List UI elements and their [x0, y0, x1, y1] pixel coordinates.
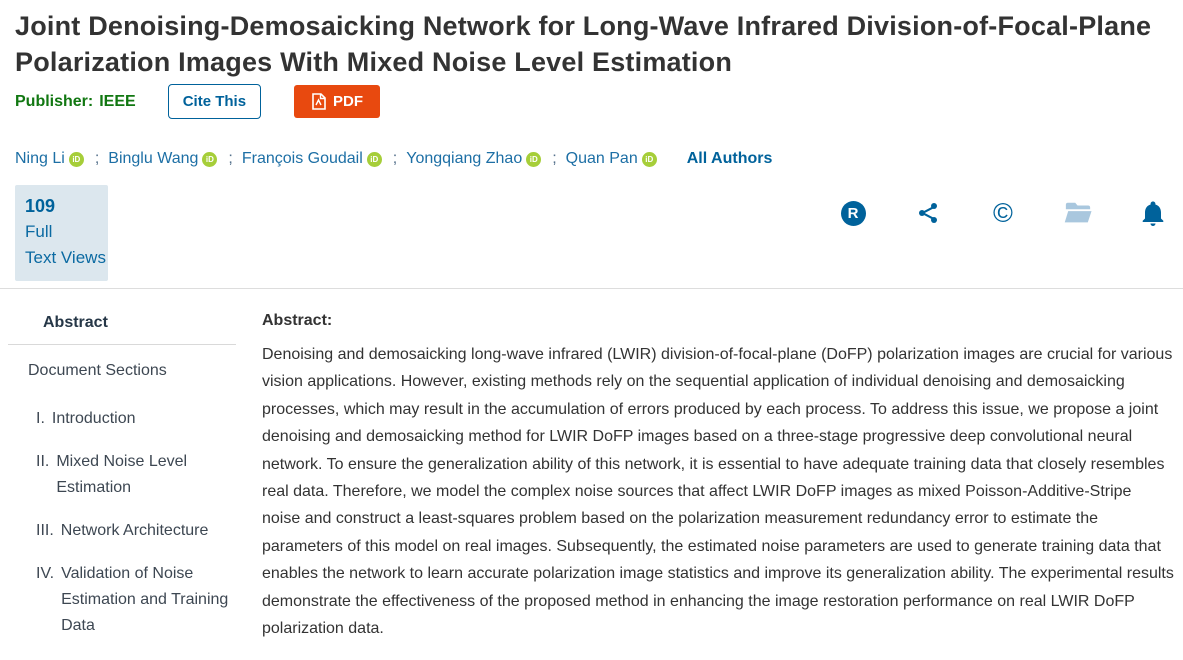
rights-icon-letter: R [840, 200, 866, 226]
author-separator: ; [228, 150, 233, 167]
section-numeral: III. [36, 522, 54, 539]
publisher-row: Publisher: IEEE Cite This PDF [15, 84, 381, 119]
section-label: Introduction [51, 410, 136, 427]
full-text-views-count: 109 [25, 196, 56, 216]
section-label: Validation of Noise Estimation and Train… [61, 565, 229, 634]
section-numeral: V. [36, 656, 50, 660]
abstract-text: Denoising and demosaicking long-wave inf… [262, 346, 1174, 638]
authors-row: Ning Li iD; Binglu Wang iD; François Gouda… [15, 150, 772, 168]
cite-this-button[interactable]: Cite This [167, 84, 262, 119]
author-link[interactable]: Quan Pan [565, 150, 638, 167]
orcid-icon[interactable]: iD [202, 151, 218, 167]
alerts-bell-icon[interactable] [1139, 199, 1167, 227]
abstract-heading: Abstract: [262, 312, 333, 329]
copyright-glyph: © [993, 197, 1013, 228]
sidebar-item-introduction[interactable]: I. Introduction [36, 406, 238, 432]
pdf-icon [311, 93, 326, 110]
author-separator: ; [552, 150, 557, 167]
author-separator: ; [392, 150, 398, 167]
section-numeral: IV. [36, 565, 55, 582]
full-text-views-caption-line1: Full [25, 222, 53, 241]
sidebar-divider [8, 344, 236, 345]
copyright-icon[interactable]: © [989, 199, 1017, 227]
save-to-project-folder-icon[interactable] [1064, 199, 1092, 227]
orcid-icon[interactable]: iD [366, 151, 382, 167]
rights-icon[interactable]: R [839, 199, 867, 227]
author-link[interactable]: Binglu Wang [108, 150, 199, 167]
header-divider [0, 288, 1183, 289]
section-numeral: I. [36, 410, 45, 427]
section-label: Mixed Noise Level Estimation [56, 453, 188, 496]
full-text-views-caption-line2: Text Views [25, 248, 106, 267]
sidebar-item-validation-of-noise-estimation[interactable]: IV. Validation of Noise Estimation and T… [36, 561, 238, 639]
sidebar-item-evaluation[interactable]: V. Evaluation of [36, 656, 238, 660]
orcid-icon[interactable]: iD [641, 151, 657, 167]
action-icon-strip: R © [839, 185, 1183, 227]
author-link[interactable]: François Goudail [241, 150, 363, 167]
document-sections-label: Document Sections [28, 362, 167, 379]
sidebar-item-mixed-noise-level-estimation[interactable]: II. Mixed Noise Level Estimation [36, 449, 238, 501]
pdf-button[interactable]: PDF [294, 85, 381, 118]
document-sidebar: Abstract Document Sections I. Introducti… [8, 300, 238, 660]
author-link[interactable]: Ning Li [15, 150, 65, 167]
section-numeral: II. [36, 453, 50, 470]
pdf-button-label: PDF [333, 93, 364, 110]
publisher-label: Publisher: IEEE [15, 93, 136, 111]
section-label: Evaluation of [57, 656, 229, 660]
author-link[interactable]: Yongqiang Zhao [406, 150, 523, 167]
full-text-views-box: 109 Full Text Views [15, 185, 108, 281]
orcid-icon[interactable]: iD [526, 151, 542, 167]
sidebar-item-network-architecture[interactable]: III. Network Architecture [36, 518, 238, 544]
author-separator: ; [94, 150, 100, 167]
all-authors-link[interactable]: All Authors [686, 150, 773, 167]
sidebar-item-abstract[interactable]: Abstract [43, 314, 108, 331]
share-icon[interactable] [914, 199, 942, 227]
document-sections-list: I. Introduction II. Mixed Noise Level Es… [36, 406, 238, 660]
orcid-icon[interactable]: iD [68, 151, 84, 167]
paper-title: Joint Denoising-Demosaicking Network for… [15, 11, 1152, 77]
section-label: Network Architecture [60, 522, 209, 539]
metrics-row: 109 Full Text Views R © [15, 185, 1183, 281]
abstract-panel: Abstract: Denoising and demosaicking lon… [262, 310, 1174, 642]
publisher-name: IEEE [99, 92, 136, 110]
publisher-label-text: Publisher: [15, 92, 94, 110]
